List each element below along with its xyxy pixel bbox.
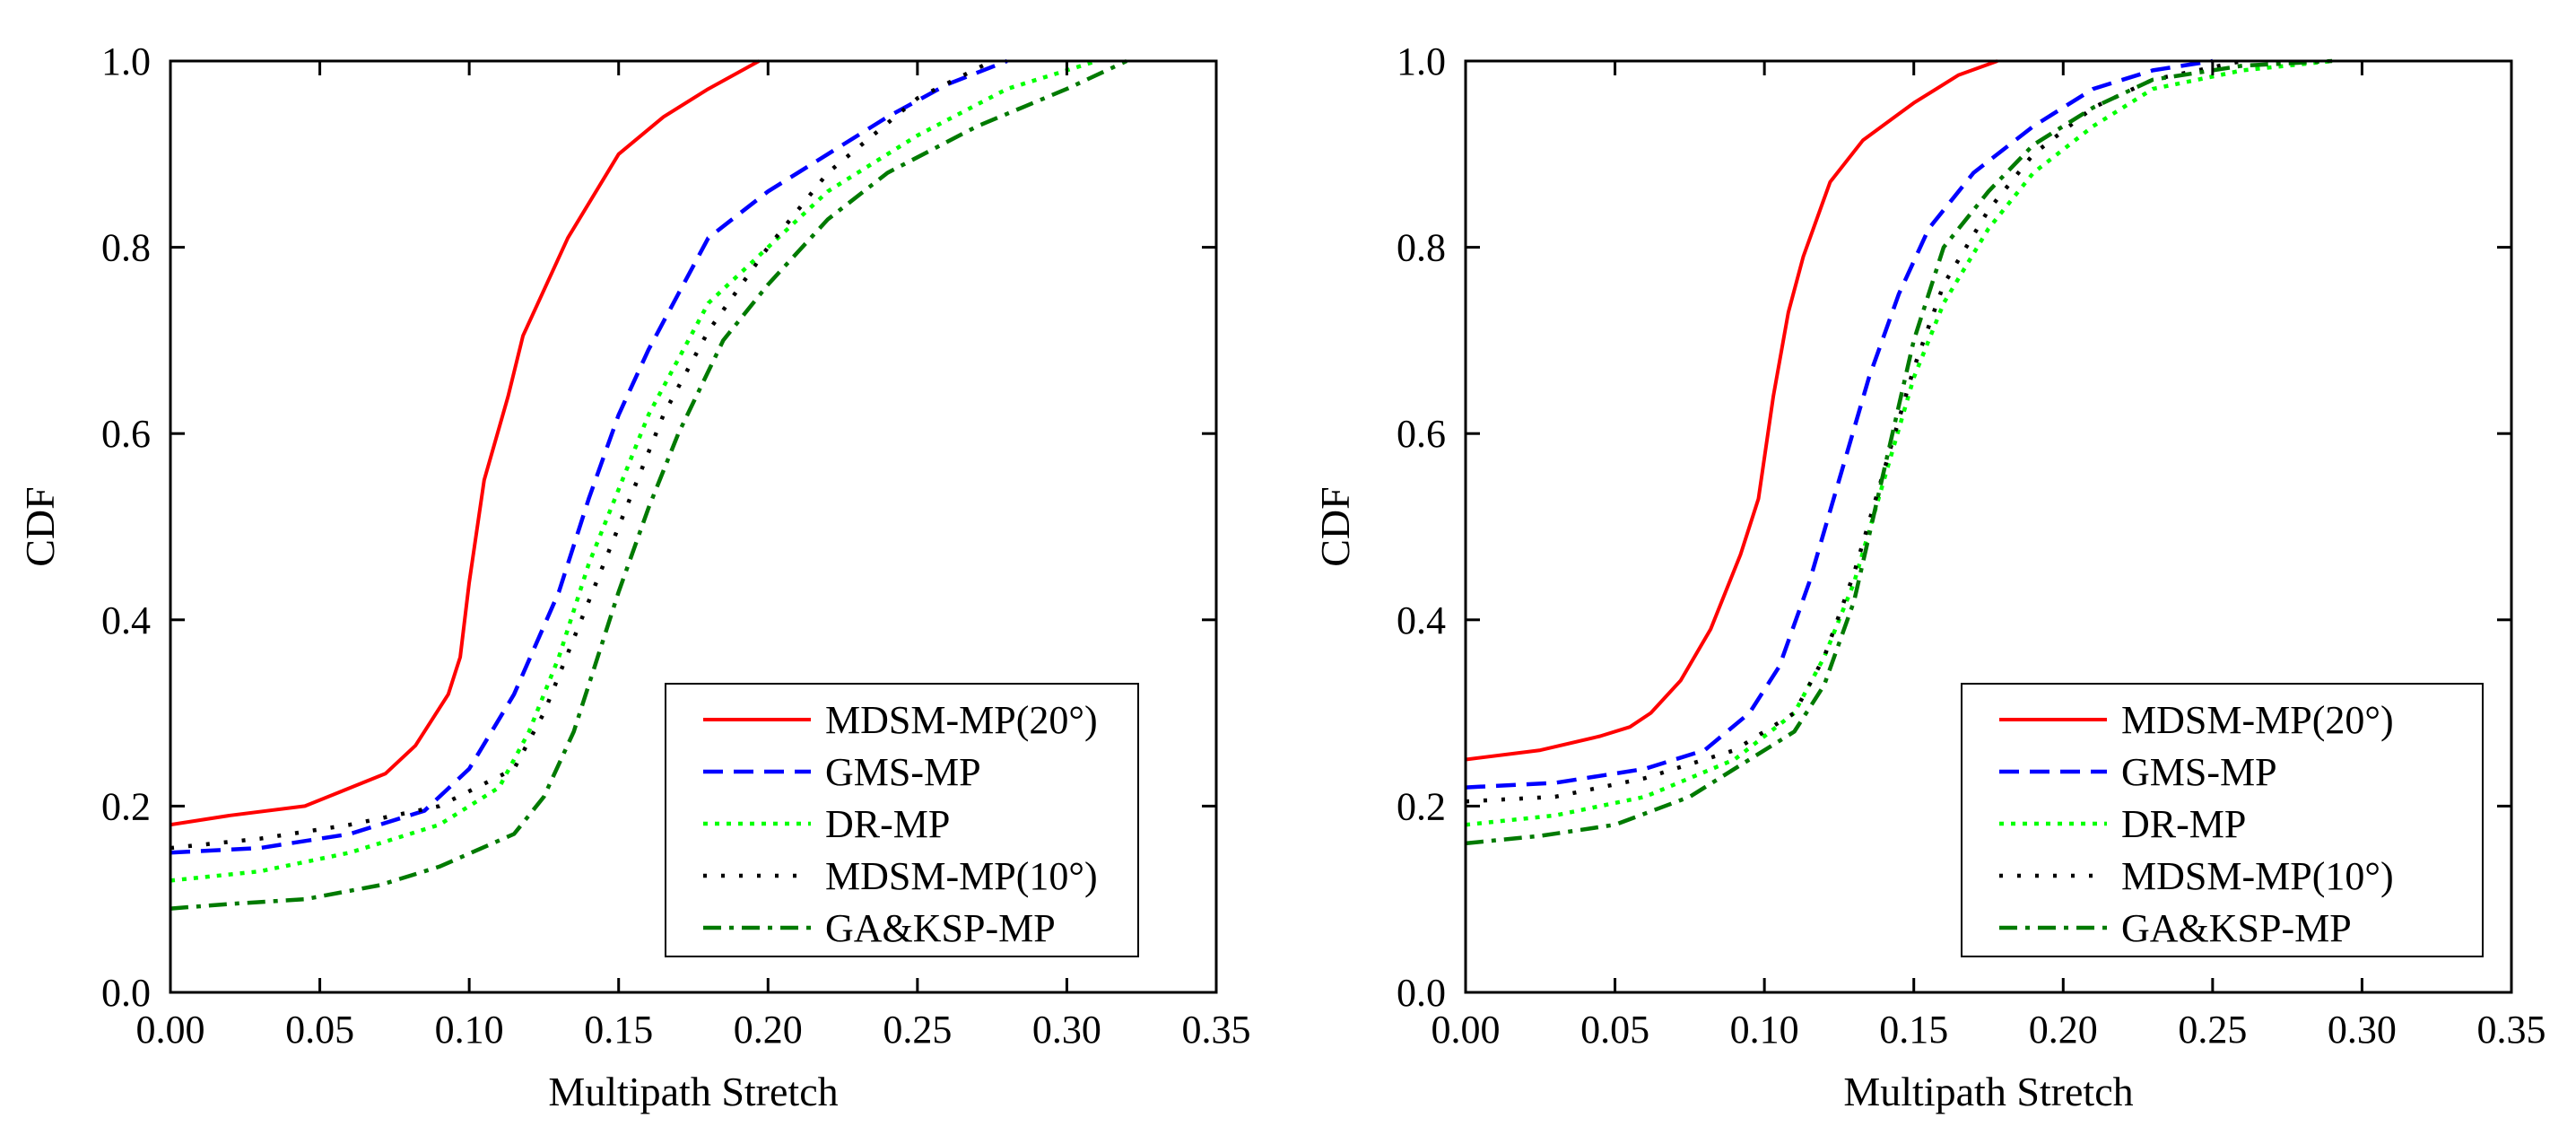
y-tick-label: 0.0 — [1397, 971, 1446, 1015]
legend-label-4: MDSM-MP(10°) — [2121, 854, 2394, 898]
legend: MDSM-MP(20°) GMS-MP DR-MP MDSM-MP(10°) GA&KS… — [665, 683, 1139, 957]
y-tick-label: 0.4 — [1397, 598, 1446, 642]
y-axis-title: CDF — [17, 486, 63, 566]
series-line-1 — [170, 59, 761, 827]
series-line-2 — [170, 58, 1008, 855]
plot-frame — [1464, 59, 2513, 994]
x-axis-title: Multipath Stretch — [548, 1069, 838, 1114]
legend-label-4: MDSM-MP(10°) — [825, 854, 1098, 898]
legend-label-2: GMS-MP — [825, 750, 981, 794]
series-line-3 — [170, 58, 1098, 883]
y-tick-label: 1.0 — [1397, 39, 1446, 83]
series-line-5 — [1466, 58, 2333, 846]
legend: MDSM-MP(20°) GMS-MP DR-MP MDSM-MP(10°) GA&KS… — [1961, 683, 2484, 957]
legend-label-1: MDSM-MP(20°) — [2121, 698, 2394, 742]
x-tick-label: 0.00 — [136, 1008, 205, 1052]
y-tick-label: 0.6 — [101, 412, 151, 456]
series-line-1 — [1466, 59, 1998, 762]
x-tick-label: 0.30 — [2328, 1008, 2397, 1052]
x-tick-label: 0.30 — [1032, 1008, 1101, 1052]
series-line-5 — [170, 58, 1128, 911]
legend-label-5: GA&KSP-MP — [825, 906, 1056, 950]
chart-panel-2: 0.00 0.05 0.10 0.15 0.20 0.25 0.30 0.35 0.0 0.2 0.… — [1312, 39, 2546, 1114]
x-tick-label: 0.15 — [584, 1008, 653, 1052]
x-tick-label: 0.00 — [1432, 1008, 1501, 1052]
x-tick-label: 0.10 — [435, 1008, 504, 1052]
legend-box — [665, 683, 1139, 957]
y-tick-label: 0.0 — [101, 971, 151, 1015]
plot-frame — [169, 59, 1218, 994]
y-tick-label: 1.0 — [101, 39, 151, 83]
legend-box — [1961, 683, 2484, 957]
series-line-3 — [1466, 58, 2333, 827]
x-tick-label: 0.35 — [1182, 1008, 1251, 1052]
y-tick-label: 0.2 — [101, 784, 151, 828]
legend-label-3: DR-MP — [2121, 802, 2246, 846]
y-tick-label: 0.4 — [101, 598, 151, 642]
x-tick-label: 0.25 — [883, 1008, 952, 1052]
legend-label-1: MDSM-MP(20°) — [825, 698, 1098, 742]
x-tick-label: 0.05 — [285, 1008, 354, 1052]
x-tick-label: 0.20 — [734, 1008, 803, 1052]
x-tick-label: 0.20 — [2029, 1008, 2098, 1052]
legend-label-3: DR-MP — [825, 802, 950, 846]
x-tick-label: 0.05 — [1580, 1008, 1649, 1052]
y-tick-label: 0.6 — [1397, 412, 1446, 456]
x-tick-label: 0.35 — [2477, 1008, 2546, 1052]
x-tick-label: 0.25 — [2178, 1008, 2247, 1052]
y-tick-label: 0.8 — [1397, 226, 1446, 270]
x-axis-title: Multipath Stretch — [1843, 1069, 2133, 1114]
y-tick-label: 0.2 — [1397, 784, 1446, 828]
x-tick-label: 0.10 — [1730, 1008, 1799, 1052]
y-axis-title: CDF — [1312, 486, 1358, 566]
legend-label-2: GMS-MP — [2121, 750, 2277, 794]
legend-label-5: GA&KSP-MP — [2121, 906, 2352, 950]
y-tick-label: 0.8 — [101, 226, 151, 270]
x-tick-label: 0.15 — [1879, 1008, 1948, 1052]
chart-panel-1: 0.00 0.05 0.10 0.15 0.20 0.25 0.30 0.35 0.0 0.2 0.… — [17, 39, 1251, 1114]
